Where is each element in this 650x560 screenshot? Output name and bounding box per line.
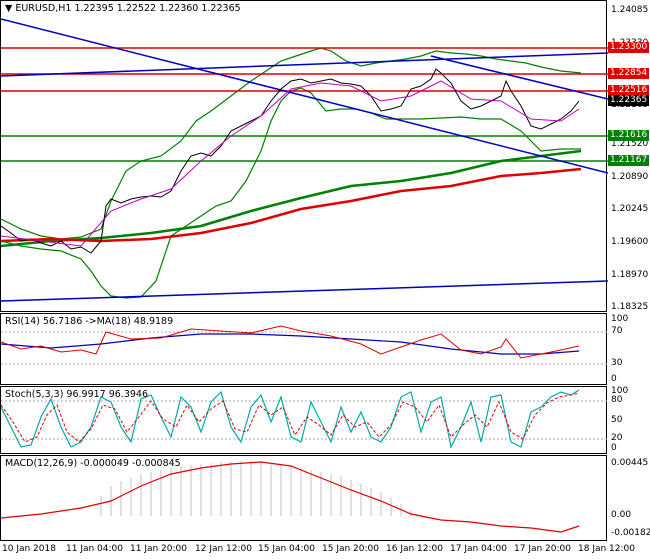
symbol-label: EURUSD,H1	[15, 3, 72, 14]
stoch-title: Stoch(5,3,3) 96.9917 96.3946	[5, 389, 149, 400]
price-tag-1.21616: 1.21616	[608, 130, 650, 141]
stochastic-canvas	[1, 389, 608, 449]
price-tag-1.21167: 1.21167	[608, 155, 650, 166]
price-tick: 1.21520	[611, 139, 649, 149]
price-tick: 1.20890	[611, 172, 649, 182]
chart-header: ▼ EURUSD,H1 1.22395 1.22522 1.22360 1.22…	[5, 3, 241, 14]
price-tag-1.22516: 1.22516	[608, 85, 650, 96]
stoch-tick: 0	[611, 443, 617, 453]
price-bars	[1, 68, 580, 254]
rsi-panel[interactable]: RSI(14) 56.7186 ->MA(18) 48.9189	[0, 313, 608, 385]
price-tag-1.23300: 1.23300	[608, 42, 650, 53]
time-label: 18 Jan 12:00	[578, 544, 635, 554]
macd-histogram	[100, 461, 422, 516]
price-tick: 1.20245	[611, 204, 649, 214]
macd-tick: 0.00	[611, 510, 632, 520]
rsi-title: RSI(14) 56.7186 ->MA(18) 48.9189	[5, 316, 174, 327]
time-label: 12 Jan 12:00	[195, 544, 252, 554]
macd-panel[interactable]: MACD(12,26,9) -0.000049 -0.000845	[0, 455, 607, 541]
price-axis: 1.24085 1.23330 1.22165 1.21520 1.20890 …	[607, 0, 650, 312]
price-chart-panel[interactable]: ▼ EURUSD,H1 1.22395 1.22522 1.22360 1.22…	[0, 0, 608, 312]
triangle-down-icon[interactable]: ▼	[5, 3, 13, 14]
price-tick: 1.18970	[611, 270, 649, 280]
ma-200-line	[1, 149, 582, 248]
rsi-tick: 0	[611, 374, 617, 384]
rsi-line	[1, 325, 580, 359]
time-label: 11 Jan 04:00	[66, 544, 123, 554]
macd-axis: 0.00445 0.00 -0.00182	[607, 455, 650, 541]
time-label: 16 Jan 12:00	[386, 544, 443, 554]
stochastic-panel[interactable]: Stoch(5,3,3) 96.9917 96.3946	[0, 386, 608, 454]
current-price-tag: 1.22365	[608, 95, 650, 106]
ascending-trendline-upper	[1, 52, 608, 77]
descending-trendline-lower	[1, 18, 608, 174]
price-tag-1.22854: 1.22854	[608, 68, 650, 79]
macd-signal-line	[1, 461, 580, 533]
time-label: 17 Jan 20:00	[514, 544, 571, 554]
stoch-axis: 100 80 50 20 0	[607, 386, 650, 454]
price-tick: 1.24085	[611, 5, 649, 15]
ma-100-line	[1, 167, 582, 243]
time-label: 17 Jan 04:00	[450, 544, 507, 554]
stoch-tick: 80	[611, 395, 623, 405]
price-chart-canvas	[1, 18, 608, 302]
rsi-tick: 100	[611, 314, 629, 324]
bollinger-lower	[1, 87, 581, 299]
time-label: 15 Jan 20:00	[322, 544, 379, 554]
descending-trendline-upper	[430, 55, 608, 100]
rsi-tick: 70	[611, 326, 623, 336]
ma-fast-line	[1, 80, 580, 247]
stoch-main-line	[1, 389, 580, 449]
macd-canvas	[1, 461, 580, 533]
macd-tick: -0.00182	[611, 528, 650, 538]
rsi-ma-line	[1, 333, 580, 355]
rsi-canvas	[1, 325, 608, 365]
ohlc-values: 1.22395 1.22522 1.22360 1.22365	[74, 3, 241, 14]
price-tick: 1.18325	[611, 302, 649, 312]
rsi-tick: 30	[611, 358, 623, 368]
time-label: 15 Jan 04:00	[258, 544, 315, 554]
time-label: 11 Jan 20:00	[130, 544, 187, 554]
bollinger-upper	[1, 47, 582, 240]
time-label: 10 Jan 2018	[2, 544, 56, 554]
macd-title: MACD(12,26,9) -0.000049 -0.000845	[5, 458, 181, 469]
stoch-tick: 50	[611, 415, 623, 425]
macd-tick: 0.00445	[611, 458, 649, 468]
stoch-signal-line	[1, 392, 580, 443]
rsi-axis: 100 70 30 0	[607, 313, 650, 385]
stoch-tick: 20	[611, 433, 623, 443]
ascending-trendline-lower	[1, 280, 608, 302]
price-tick: 1.19600	[611, 237, 649, 247]
stoch-tick: 100	[611, 386, 629, 396]
